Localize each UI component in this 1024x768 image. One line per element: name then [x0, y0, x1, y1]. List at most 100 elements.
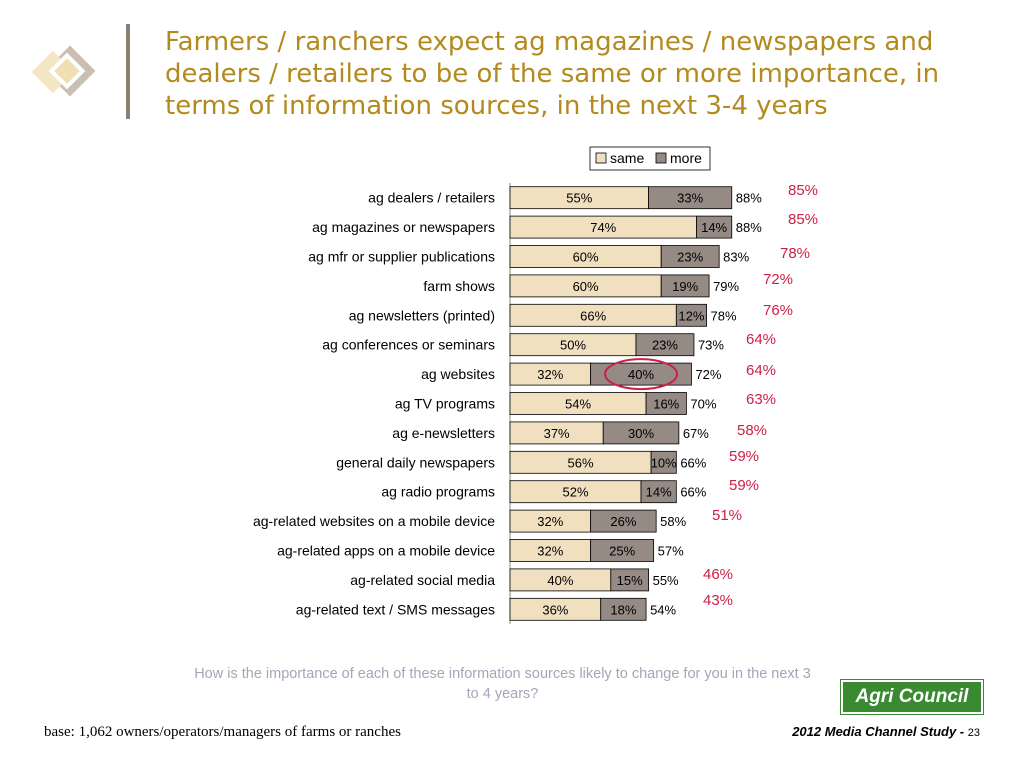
diamond-logo-icon: [31, 45, 96, 97]
category-label: general daily newspapers: [336, 454, 495, 470]
legend-swatch-same: [595, 152, 607, 164]
legend-label-same: same: [610, 150, 644, 166]
comparison-label: 72%: [763, 271, 793, 288]
bar-more: [650, 450, 677, 474]
category-label: ag radio programs: [381, 484, 495, 500]
data-label-more: 33%: [677, 191, 703, 206]
data-label-same: 50%: [560, 338, 586, 353]
category-label: ag-related apps on a mobile device: [277, 543, 495, 559]
data-label-more: 40%: [628, 367, 654, 382]
data-label-same: 66%: [580, 308, 606, 323]
study-name: 2012 Media Channel Study -: [792, 724, 968, 739]
comparison-label: 85%: [788, 211, 818, 228]
bar-more: [590, 509, 657, 533]
total-label: 66%: [680, 455, 706, 470]
category-label: ag mfr or supplier publications: [308, 249, 495, 265]
comparison-label: 64%: [746, 362, 776, 379]
total-label: 58%: [660, 514, 686, 529]
category-label: ag e-newsletters: [392, 425, 495, 441]
footer: 2012 Media Channel Study - 23: [700, 724, 980, 739]
comparison-label: 59%: [729, 477, 759, 494]
page-title: Farmers / ranchers expect ag magazines /…: [165, 27, 940, 121]
bar-more: [660, 245, 720, 268]
data-label-same: 74%: [590, 220, 616, 235]
total-label: 73%: [698, 338, 724, 353]
total-label: 57%: [658, 544, 684, 559]
bar-more: [600, 597, 647, 621]
bar-more: [696, 215, 733, 239]
category-label: ag-related social media: [350, 572, 495, 588]
comparison-label: 85%: [788, 182, 818, 199]
total-label: 79%: [713, 279, 739, 294]
category-label: ag dealers / retailers: [368, 190, 495, 206]
page-number: 23: [967, 727, 980, 739]
comparison-label: 64%: [746, 331, 776, 348]
bar-more: [590, 539, 655, 562]
legend-box: [589, 146, 711, 171]
total-label: 72%: [695, 367, 721, 382]
category-label: ag-related websites on a mobile device: [253, 513, 495, 529]
data-label-same: 60%: [573, 279, 599, 294]
bar-more: [635, 333, 695, 357]
data-label-same: 54%: [565, 397, 591, 412]
agri-council-logo: Agri Council: [843, 682, 981, 712]
category-label: ag-related text / SMS messages: [296, 601, 495, 617]
total-label: 88%: [736, 191, 762, 206]
bar-more: [602, 421, 680, 445]
category-label: farm shows: [423, 278, 495, 294]
comparison-label: 58%: [737, 422, 767, 439]
bar-more: [590, 362, 692, 386]
total-label: 88%: [736, 220, 762, 235]
data-label-more: 23%: [652, 338, 678, 353]
category-label: ag websites: [421, 366, 495, 382]
bar-more: [645, 392, 687, 415]
data-label-same: 52%: [563, 485, 589, 500]
legend-swatch-more: [655, 152, 667, 164]
total-label: 55%: [653, 573, 679, 588]
total-label: 78%: [711, 308, 737, 323]
total-label: 66%: [680, 485, 706, 500]
data-label-more: 15%: [617, 573, 643, 588]
data-label-more: 14%: [701, 220, 727, 235]
category-label: ag conferences or seminars: [322, 337, 495, 353]
legend-label-more: more: [670, 150, 702, 166]
data-label-same: 40%: [547, 573, 573, 588]
data-label-same: 60%: [573, 250, 599, 265]
comparison-label: 59%: [729, 448, 759, 465]
comparison-label: 76%: [763, 302, 793, 319]
comparison-label: 46%: [703, 566, 733, 583]
highlight-circle: [604, 358, 679, 391]
data-label-more: 10%: [651, 455, 677, 470]
total-label: 67%: [683, 426, 709, 441]
data-label-more: 26%: [610, 514, 636, 529]
data-label-same: 36%: [542, 602, 568, 617]
data-label-more: 25%: [609, 544, 635, 559]
data-label-same: 32%: [537, 514, 563, 529]
bar-more: [660, 274, 710, 298]
survey-question: How is the importance of each of these i…: [194, 666, 811, 702]
data-label-same: 55%: [566, 191, 592, 206]
data-label-more: 23%: [677, 250, 703, 265]
total-label: 83%: [723, 250, 749, 265]
data-label-more: 16%: [653, 397, 679, 412]
total-label: 54%: [650, 602, 676, 617]
data-label-more: 19%: [672, 279, 698, 294]
comparison-label: 78%: [780, 245, 810, 262]
bar-more: [640, 480, 677, 504]
data-label-same: 56%: [568, 455, 594, 470]
data-label-more: 18%: [610, 602, 636, 617]
bar-more: [610, 568, 649, 592]
data-label-same: 32%: [537, 544, 563, 559]
category-label: ag newsletters (printed): [349, 307, 495, 323]
comparison-label: 51%: [712, 507, 742, 524]
data-label-same: 32%: [537, 367, 563, 382]
category-label: ag magazines or newspapers: [312, 219, 495, 235]
comparison-label: 43%: [703, 592, 733, 609]
title-divider: [126, 24, 130, 119]
data-label-more: 12%: [678, 308, 704, 323]
total-label: 70%: [690, 397, 716, 412]
category-label: ag TV programs: [395, 396, 495, 412]
bar-more: [648, 186, 733, 210]
stacked-bar-chart: ag dealers / retailers 55% 33% 88% ag magazi…: [253, 146, 818, 624]
bar-more: [675, 303, 707, 327]
